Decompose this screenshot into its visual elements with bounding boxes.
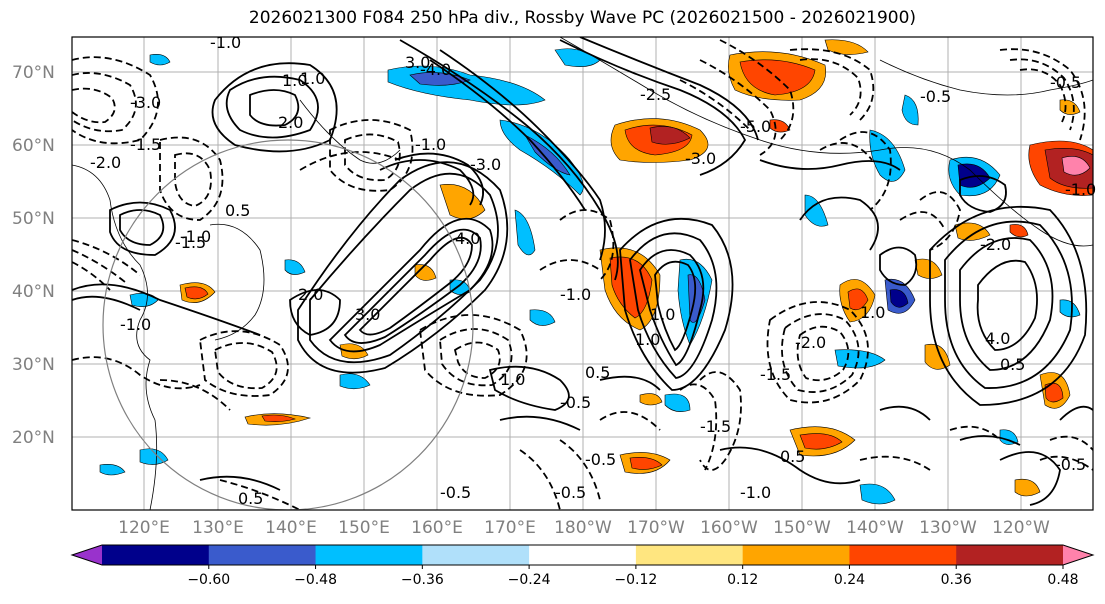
contour-label: -0.5 xyxy=(920,87,951,106)
contour-label: 1.0 xyxy=(635,330,660,349)
contour-label: 0.5 xyxy=(780,447,805,466)
colorbar-tick-label: −0.48 xyxy=(294,572,337,588)
lon-label: 170°W xyxy=(627,518,685,538)
lat-label: 60°N xyxy=(12,136,55,156)
contour-label: -3.0 xyxy=(130,93,161,112)
lon-label: 160°E xyxy=(411,518,463,538)
contour-label: -0.5 xyxy=(585,450,616,469)
contour-label: -1.0 xyxy=(740,483,771,502)
contour-label: -2.5 xyxy=(640,85,671,104)
contour-label: -1.0 xyxy=(180,227,211,246)
colorbar-extend-max xyxy=(1063,545,1093,565)
lon-label: 130°E xyxy=(192,518,244,538)
colorbar-segment xyxy=(849,545,957,565)
colorbar-segment xyxy=(529,545,637,565)
colorbar-tick-label: 0.24 xyxy=(834,572,865,588)
contour-label: 1.0 xyxy=(860,303,885,322)
colorbar-tick-label: 0.36 xyxy=(941,572,972,588)
projection-circle xyxy=(102,139,474,510)
contour-label: -2.0 xyxy=(795,333,826,352)
colorbar: −0.60 −0.48 −0.36 −0.24 −0.12 0.12 0.24 0.36 0.4… xyxy=(70,544,1095,588)
lon-label: 160°W xyxy=(700,518,758,538)
contour-label: -0.5 xyxy=(555,483,586,502)
contour-label: 1.0 xyxy=(650,305,675,324)
colorbar-tick-label: −0.12 xyxy=(614,572,657,588)
lon-label: 130°W xyxy=(919,518,977,538)
rossby-contours-negative xyxy=(72,39,1093,510)
contour-label: -0.5 xyxy=(1055,455,1086,474)
contour-label: 1.0 xyxy=(282,71,307,90)
latitude-labels: 70°N 60°N 50°N 40°N 30°N 20°N xyxy=(12,63,55,448)
contour-label: -1.0 xyxy=(1065,180,1096,199)
longitude-labels: 120°E 130°E 140°E 150°E 160°E 170°E 180°… xyxy=(118,518,1050,538)
lat-label: 20°N xyxy=(12,428,55,448)
contour-label: 0.5 xyxy=(225,201,250,220)
contour-label: 1.0 xyxy=(500,370,525,389)
lon-label: 150°W xyxy=(773,518,831,538)
contour-label: 3.0 xyxy=(355,305,380,324)
colorbar-tick-label: 0.48 xyxy=(1047,572,1078,588)
contour-label: -4.0 xyxy=(420,60,451,79)
rossby-contours-positive xyxy=(72,37,1093,506)
colorbar-segment xyxy=(422,545,530,565)
contour-labels: 1.0 2.0 3.0 4.0 1.0 -0.5 0.5 -1.0 -2.0 -… xyxy=(90,33,1096,508)
contour-label: 0.5 xyxy=(585,363,610,382)
contour-label: -2.0 xyxy=(980,235,1011,254)
colorbar-segment xyxy=(742,545,850,565)
lat-label: 30°N xyxy=(12,355,55,375)
lon-label: 140°E xyxy=(265,518,317,538)
contour-label: -1.5 xyxy=(760,365,791,384)
contour-label: 0.5 xyxy=(238,489,263,508)
contour-label: 4.0 xyxy=(455,229,480,248)
lon-label: 150°E xyxy=(338,518,390,538)
lon-label: 120°W xyxy=(992,518,1050,538)
colorbar-segment xyxy=(208,545,317,565)
lat-label: 70°N xyxy=(12,63,55,83)
colorbar-segment xyxy=(635,545,744,565)
lat-label: 40°N xyxy=(12,282,55,302)
lat-label: 50°N xyxy=(12,209,55,229)
contour-label: -0.5 xyxy=(440,483,471,502)
lon-label: 170°E xyxy=(484,518,536,538)
map-content xyxy=(72,37,1093,510)
contour-label: 1.0 xyxy=(300,69,325,88)
colorbar-tick-label: −0.36 xyxy=(401,572,444,588)
colorbar-segment xyxy=(102,545,210,565)
colorbar-extend-min xyxy=(72,545,102,565)
contour-label: -0.5 xyxy=(560,393,591,412)
colorbar-tick-label: −0.24 xyxy=(508,572,551,588)
contour-label: 4.0 xyxy=(985,329,1010,348)
lon-label: 140°W xyxy=(846,518,904,538)
contour-label: -3.0 xyxy=(685,149,716,168)
lon-label: 180°W xyxy=(554,518,612,538)
contour-label: -1.0 xyxy=(560,285,591,304)
lon-label: 120°E xyxy=(118,518,170,538)
contour-label: -3.0 xyxy=(470,155,501,174)
contour-label: -1.0 xyxy=(120,315,151,334)
contour-label: 3.0 xyxy=(405,53,430,72)
colorbar-segment xyxy=(315,545,423,565)
contour-label: 2.0 xyxy=(298,285,323,304)
map-frame xyxy=(71,36,1094,511)
colorbar-tick-label: −0.60 xyxy=(187,572,230,588)
contour-label: -1.5 xyxy=(130,135,161,154)
contour-label: 0.5 xyxy=(1000,355,1025,374)
contour-label: -1.5 xyxy=(700,417,731,436)
contour-label: -2.0 xyxy=(90,153,121,172)
contour-label: 2.0 xyxy=(278,113,303,132)
contour-label: -1.0 xyxy=(210,33,241,52)
contour-label: -1.5 xyxy=(175,233,206,252)
colorbar-segment xyxy=(956,545,1064,565)
colorbar-tick-label: 0.12 xyxy=(727,572,758,588)
contour-label: -5.0 xyxy=(740,117,771,136)
contour-label: -1.0 xyxy=(415,135,446,154)
contour-label: -0.5 xyxy=(1050,73,1081,92)
chart-title: 2026021300 F084 250 hPa div., Rossby Wav… xyxy=(248,8,917,28)
colorbar-outline xyxy=(70,544,1095,566)
